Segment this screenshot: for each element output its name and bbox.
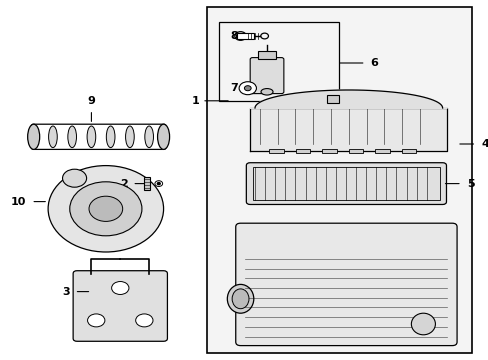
- Bar: [348, 149, 363, 153]
- Circle shape: [239, 82, 256, 95]
- Circle shape: [111, 282, 129, 294]
- Bar: [258, 51, 275, 59]
- Circle shape: [244, 86, 251, 91]
- Bar: [206, 7, 470, 353]
- Bar: [374, 149, 389, 153]
- Circle shape: [155, 181, 163, 186]
- FancyBboxPatch shape: [235, 223, 456, 346]
- Bar: [143, 177, 149, 190]
- Circle shape: [89, 196, 122, 221]
- Text: 3: 3: [62, 287, 70, 297]
- Text: 2: 2: [120, 179, 127, 189]
- Circle shape: [87, 314, 104, 327]
- Bar: [252, 167, 439, 200]
- Ellipse shape: [28, 124, 40, 149]
- Text: 10: 10: [11, 197, 26, 207]
- Ellipse shape: [68, 126, 76, 148]
- Ellipse shape: [48, 126, 57, 148]
- FancyBboxPatch shape: [73, 271, 167, 341]
- FancyBboxPatch shape: [250, 58, 283, 94]
- Text: 1: 1: [191, 96, 199, 106]
- Ellipse shape: [144, 126, 153, 148]
- Circle shape: [48, 166, 163, 252]
- Circle shape: [70, 182, 142, 236]
- Bar: [236, 33, 253, 39]
- Text: 9: 9: [87, 96, 95, 106]
- Text: 6: 6: [370, 58, 378, 68]
- Circle shape: [135, 314, 153, 327]
- Text: 8: 8: [230, 31, 238, 41]
- Bar: [401, 149, 415, 153]
- Bar: [219, 22, 339, 101]
- FancyBboxPatch shape: [246, 163, 446, 204]
- Ellipse shape: [106, 126, 115, 148]
- Ellipse shape: [232, 289, 248, 309]
- Ellipse shape: [227, 284, 253, 313]
- Text: 4: 4: [480, 139, 488, 149]
- Polygon shape: [250, 90, 447, 108]
- Ellipse shape: [157, 124, 169, 149]
- Circle shape: [62, 169, 86, 187]
- Bar: [295, 149, 310, 153]
- Ellipse shape: [29, 126, 38, 148]
- Bar: [269, 149, 283, 153]
- Bar: [326, 95, 339, 103]
- Text: 5: 5: [466, 179, 473, 189]
- Ellipse shape: [125, 126, 134, 148]
- Bar: [322, 149, 336, 153]
- Polygon shape: [250, 108, 447, 151]
- Ellipse shape: [410, 313, 434, 335]
- Text: 7: 7: [230, 83, 238, 93]
- Ellipse shape: [87, 126, 96, 148]
- Ellipse shape: [261, 89, 272, 95]
- Circle shape: [157, 183, 160, 185]
